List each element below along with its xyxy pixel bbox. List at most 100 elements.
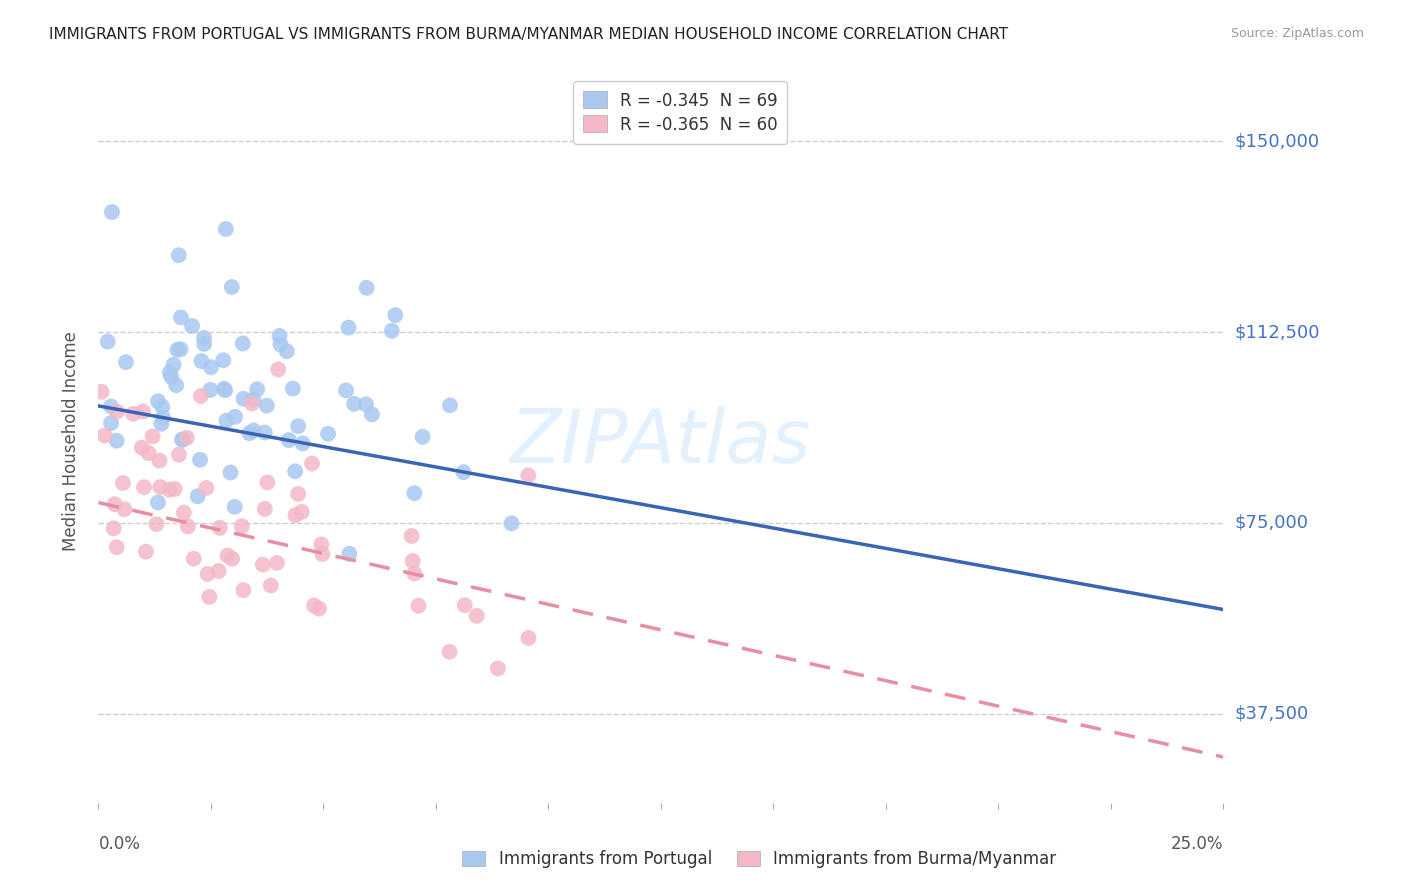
Point bbox=[97, 334, 120, 349]
Point bbox=[501, 516, 523, 531]
Point bbox=[343, 397, 366, 411]
Point bbox=[221, 551, 243, 566]
Point bbox=[311, 547, 333, 561]
Point bbox=[90, 384, 112, 399]
Point bbox=[404, 566, 426, 581]
Point bbox=[142, 429, 165, 443]
Point bbox=[291, 505, 314, 519]
Point bbox=[172, 433, 194, 447]
Point bbox=[163, 482, 186, 496]
Point bbox=[170, 310, 193, 325]
Point bbox=[146, 394, 169, 409]
Point bbox=[200, 360, 222, 375]
Point bbox=[165, 378, 187, 392]
Point bbox=[301, 457, 323, 471]
Point bbox=[337, 320, 360, 334]
Point bbox=[291, 436, 314, 450]
Point bbox=[214, 383, 236, 397]
Point bbox=[486, 661, 509, 675]
Point bbox=[454, 598, 477, 612]
Text: $150,000: $150,000 bbox=[1234, 132, 1319, 151]
Point bbox=[157, 483, 180, 497]
Point bbox=[453, 465, 475, 479]
Point bbox=[287, 487, 309, 501]
Point bbox=[93, 428, 115, 442]
Point bbox=[232, 392, 254, 406]
Point bbox=[112, 502, 135, 516]
Point bbox=[281, 382, 304, 396]
Point bbox=[311, 537, 333, 551]
Point bbox=[240, 396, 263, 410]
Point bbox=[408, 599, 430, 613]
Point bbox=[287, 419, 309, 434]
Point bbox=[169, 343, 191, 357]
Point bbox=[103, 521, 125, 535]
Point bbox=[132, 404, 155, 418]
Point bbox=[101, 205, 124, 219]
Point bbox=[231, 519, 253, 533]
Point bbox=[150, 417, 173, 431]
Point bbox=[181, 318, 204, 333]
Point bbox=[267, 362, 290, 376]
Point bbox=[100, 416, 122, 430]
Point bbox=[190, 354, 212, 368]
Point bbox=[200, 383, 222, 397]
Point bbox=[183, 551, 205, 566]
Point bbox=[266, 556, 288, 570]
Point bbox=[177, 519, 200, 533]
Point bbox=[190, 389, 212, 403]
Point bbox=[253, 502, 276, 516]
Point bbox=[208, 564, 231, 578]
Point bbox=[232, 336, 254, 351]
Text: 0.0%: 0.0% bbox=[98, 835, 141, 854]
Point bbox=[219, 466, 242, 480]
Point bbox=[361, 408, 384, 422]
Point bbox=[152, 410, 174, 425]
Point bbox=[105, 541, 128, 555]
Point bbox=[187, 489, 209, 503]
Point bbox=[197, 566, 219, 581]
Point bbox=[356, 281, 378, 295]
Point bbox=[138, 446, 160, 460]
Point bbox=[337, 547, 360, 561]
Point bbox=[167, 248, 190, 262]
Point bbox=[195, 481, 218, 495]
Point bbox=[402, 554, 425, 568]
Point bbox=[242, 424, 264, 438]
Point bbox=[221, 280, 243, 294]
Point bbox=[115, 355, 138, 369]
Point bbox=[132, 480, 155, 494]
Point bbox=[246, 382, 269, 396]
Text: $37,500: $37,500 bbox=[1234, 705, 1309, 723]
Point bbox=[284, 464, 307, 478]
Point bbox=[111, 476, 134, 491]
Text: ZIPAtlas: ZIPAtlas bbox=[510, 406, 811, 477]
Point bbox=[208, 521, 231, 535]
Point bbox=[277, 433, 299, 447]
Point bbox=[100, 400, 122, 414]
Point bbox=[384, 308, 406, 322]
Point bbox=[146, 495, 169, 509]
Point bbox=[212, 353, 235, 368]
Point bbox=[238, 426, 260, 441]
Point bbox=[122, 407, 145, 421]
Point bbox=[269, 337, 291, 351]
Point bbox=[104, 497, 127, 511]
Point bbox=[173, 506, 195, 520]
Legend: Immigrants from Portugal, Immigrants from Burma/Myanmar: Immigrants from Portugal, Immigrants fro… bbox=[456, 844, 1063, 875]
Point bbox=[439, 645, 461, 659]
Point bbox=[150, 400, 173, 414]
Point bbox=[256, 399, 278, 413]
Point bbox=[517, 468, 540, 483]
Point bbox=[224, 409, 246, 424]
Point bbox=[170, 433, 193, 447]
Point bbox=[404, 486, 426, 500]
Point bbox=[198, 590, 221, 604]
Point bbox=[215, 414, 238, 428]
Text: $112,500: $112,500 bbox=[1234, 323, 1320, 341]
Point bbox=[252, 558, 274, 572]
Point bbox=[224, 500, 246, 514]
Point bbox=[253, 425, 276, 440]
Point bbox=[166, 343, 188, 357]
Point bbox=[232, 583, 254, 598]
